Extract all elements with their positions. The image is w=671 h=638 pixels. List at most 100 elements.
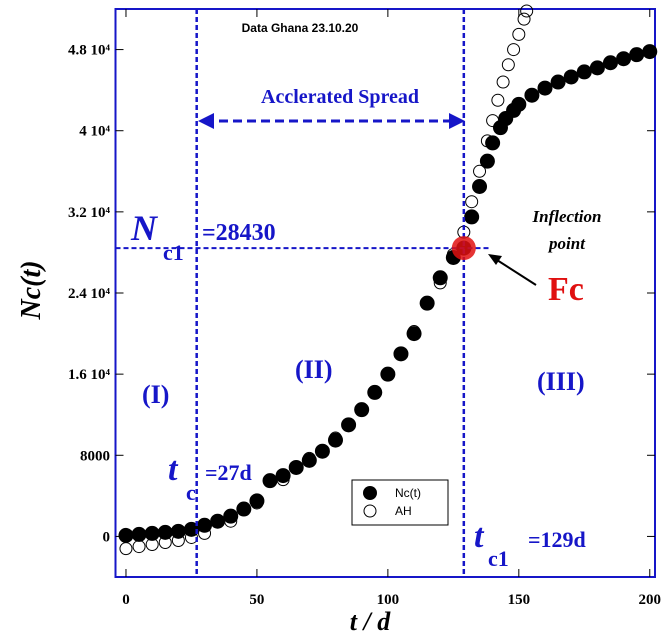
annotation: Fc (548, 271, 584, 308)
data-point (210, 513, 226, 529)
annotation: (III) (537, 367, 585, 396)
annotation: c1 (488, 546, 509, 571)
data-point (501, 58, 515, 72)
data-point (480, 134, 494, 148)
data-point (602, 55, 618, 71)
data-point (537, 80, 553, 96)
data-point (406, 326, 422, 342)
data-point (589, 60, 605, 76)
data-point (224, 514, 238, 528)
legend-label: AH (395, 504, 412, 518)
data-point (507, 43, 521, 57)
annotation: Acclerated Spread (261, 86, 419, 108)
annotation: =27d (205, 460, 252, 485)
data-point (473, 164, 487, 178)
data-point (407, 325, 421, 339)
annotation: point (547, 234, 586, 253)
annotation: =129d (528, 527, 586, 552)
annotation: (II) (295, 355, 333, 384)
marks (118, 4, 658, 556)
data-point (198, 526, 212, 540)
data-point (524, 87, 540, 103)
data-point (144, 525, 160, 541)
data-point (393, 346, 409, 362)
legend-marker (363, 504, 377, 518)
data-point (314, 443, 330, 459)
data-point (236, 501, 252, 517)
data-point (131, 526, 147, 542)
data-point (132, 540, 146, 554)
data-point (629, 47, 645, 63)
data-point (327, 432, 343, 448)
annotation: Inflection (532, 207, 602, 226)
y-tick-label: 0 (103, 529, 111, 545)
annotation: (I) (142, 380, 169, 409)
data-point (517, 12, 531, 26)
annotation: t (474, 518, 485, 555)
data-point (223, 508, 239, 524)
data-point (354, 402, 370, 418)
x-tick-label: 50 (249, 592, 264, 608)
y-tick-label: 2.4 10⁴ (68, 286, 111, 302)
data-point (145, 538, 159, 552)
data-point (302, 451, 316, 465)
data-point (616, 51, 632, 67)
y-tick-label: 1.6 10⁴ (68, 367, 111, 383)
data-point (250, 496, 264, 510)
x-tick-label: 100 (377, 592, 400, 608)
data-point (288, 459, 304, 475)
y-tick-label: 4.8 10⁴ (68, 43, 111, 59)
data-point (249, 493, 265, 509)
y-tick-label: 4 10⁴ (79, 124, 110, 140)
data-point (301, 452, 317, 468)
data-point (432, 270, 448, 286)
data-point (511, 96, 527, 112)
data-point (158, 536, 172, 550)
annotation: =28430 (202, 220, 276, 246)
x-tick-label: 200 (639, 592, 662, 608)
data-point (170, 523, 186, 539)
data-point (512, 27, 526, 41)
chart-title: Data Ghana 23.10.20 (242, 21, 359, 35)
data-point (118, 527, 134, 543)
data-point (472, 179, 488, 194)
data-point (550, 74, 566, 90)
arrow (496, 259, 537, 286)
legend-label: Nc(t) (395, 486, 421, 500)
annotation: c (186, 480, 196, 505)
data-point (496, 75, 510, 89)
x-tick-label: 0 (122, 592, 130, 608)
data-point (367, 384, 383, 400)
data-point (642, 44, 658, 60)
data-point (341, 417, 357, 433)
data-point (419, 295, 435, 311)
data-point (520, 4, 534, 18)
legend-marker (363, 486, 377, 500)
data-point (479, 153, 495, 169)
data-point (433, 276, 447, 290)
data-point (355, 403, 369, 417)
data-point (275, 468, 291, 484)
inflection-marker (451, 236, 476, 261)
x-axis-label: t / d (350, 607, 391, 636)
y-tick-label: 8000 (80, 448, 110, 464)
y-axis-label: Nc(t) (16, 260, 47, 320)
data-point (171, 533, 185, 547)
data-point (119, 542, 133, 556)
data-point (563, 69, 579, 85)
annotation: c1 (163, 240, 184, 265)
data-point (380, 366, 396, 382)
data-point (576, 64, 592, 80)
data-point (328, 431, 342, 445)
annotation: N (130, 208, 159, 248)
data-point (491, 93, 505, 107)
data-point (381, 367, 395, 381)
arrow-head (488, 254, 502, 265)
y-tick-label: 3.2 10⁴ (68, 205, 111, 221)
data-point (262, 473, 278, 489)
data-point (465, 195, 479, 209)
data-point (486, 114, 500, 128)
x-tick-label: 150 (508, 592, 531, 608)
data-point (464, 209, 480, 225)
